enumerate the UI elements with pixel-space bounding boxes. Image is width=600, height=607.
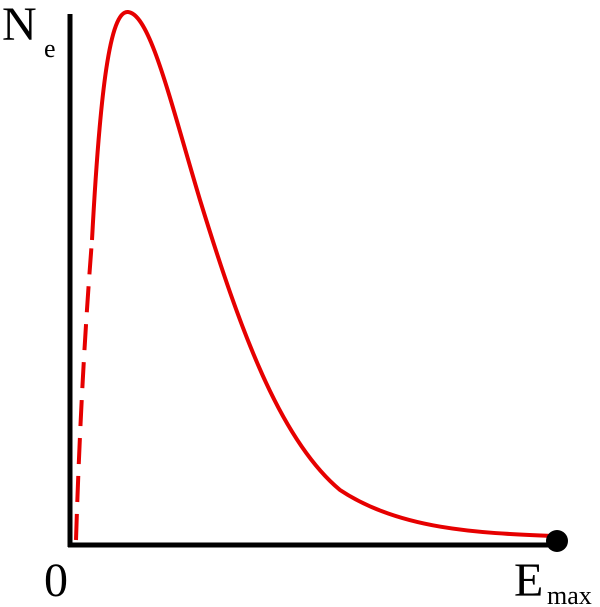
x-label-main: E — [514, 554, 543, 607]
y-label-sub: e — [44, 34, 56, 63]
spectrum-curve — [90, 10, 553, 538]
y-label-main: N — [2, 0, 37, 51]
endpoint-dot — [546, 530, 568, 552]
origin-label: 0 — [44, 554, 68, 607]
curve-dashed — [74, 239, 94, 541]
x-label-sub: max — [547, 581, 592, 607]
